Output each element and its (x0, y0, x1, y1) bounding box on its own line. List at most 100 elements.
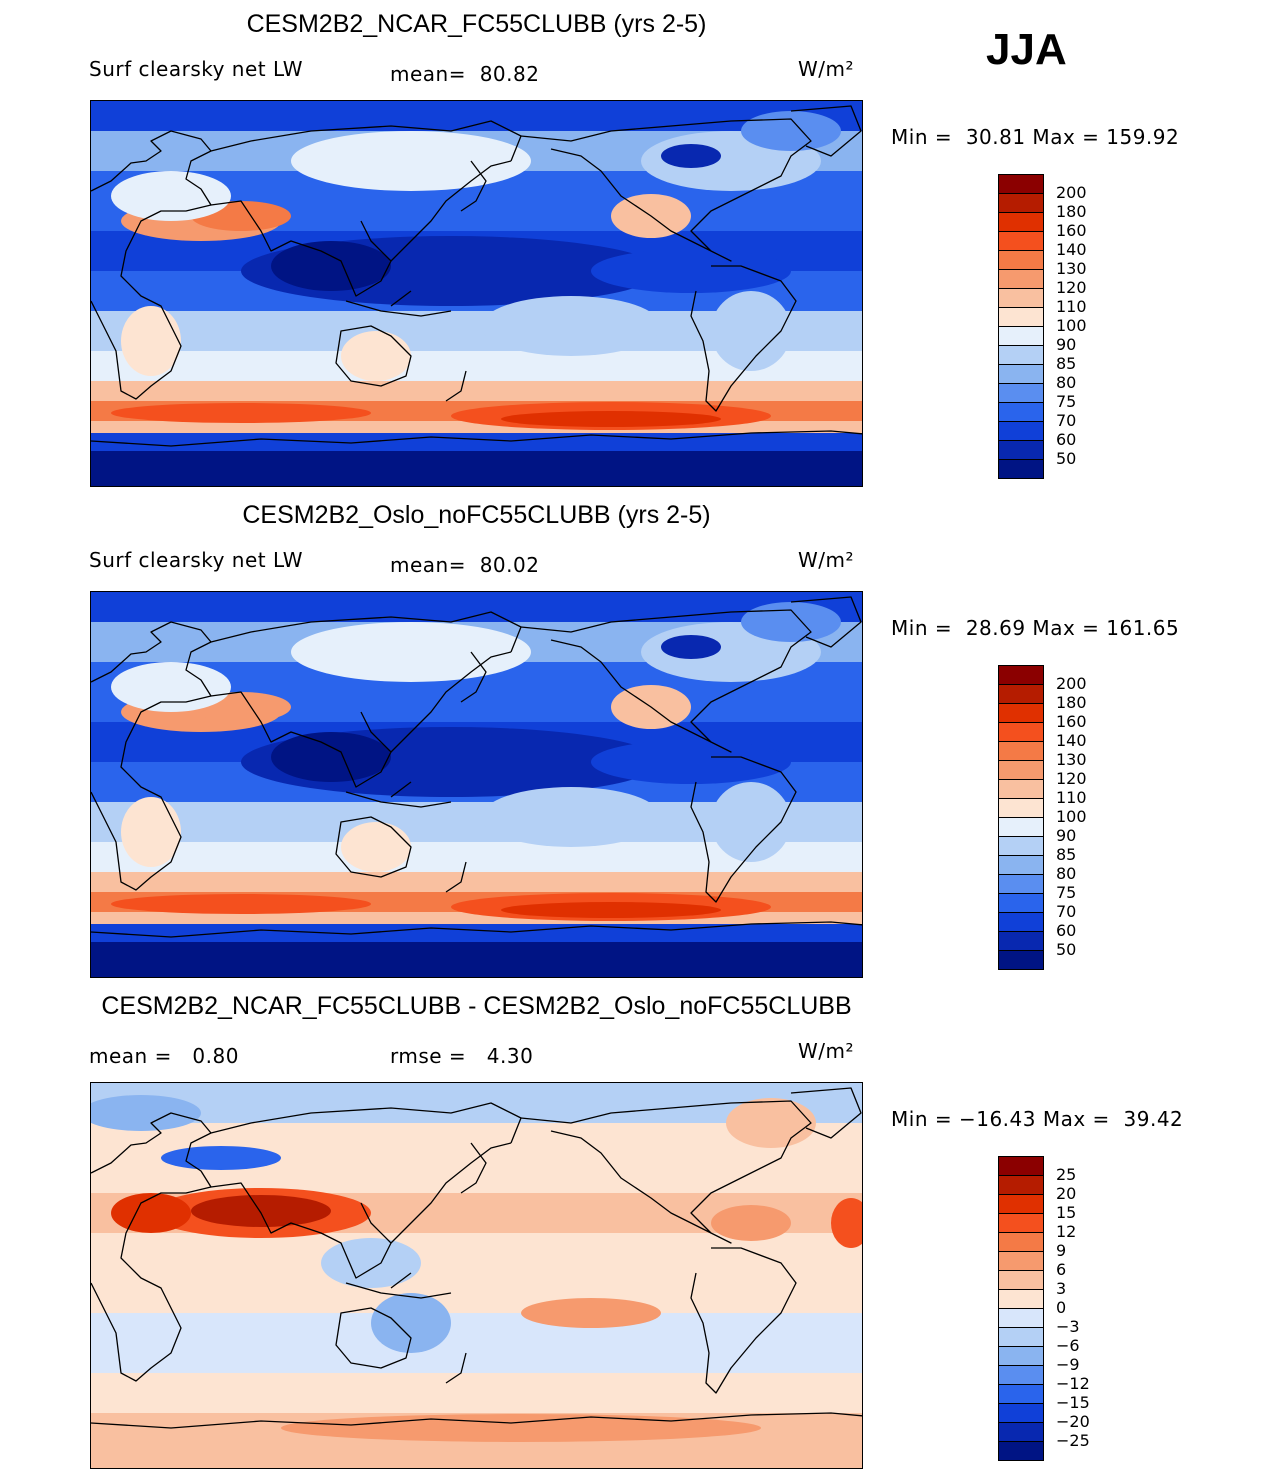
colorbar-label: 12 (1056, 1222, 1077, 1241)
colorbar-swatch (998, 684, 1044, 704)
panel-1-minmax: Min = 30.81 Max = 159.92 (891, 125, 1180, 149)
colorbar-swatch (998, 440, 1044, 460)
colorbar-label: −15 (1056, 1393, 1090, 1412)
colorbar-label: 90 (1056, 335, 1077, 354)
colorbar-label: 130 (1056, 750, 1087, 769)
colorbar-label: 60 (1056, 921, 1077, 940)
colorbar-swatch (998, 459, 1044, 479)
panel-2-colorbar (998, 665, 1044, 970)
colorbar-swatch (998, 307, 1044, 327)
colorbar-label: 80 (1056, 864, 1077, 883)
colorbar-label: 90 (1056, 826, 1077, 845)
colorbar-swatch (998, 288, 1044, 308)
colorbar-swatch (998, 1156, 1044, 1176)
colorbar-label: 110 (1056, 788, 1087, 807)
colorbar-swatch (998, 326, 1044, 346)
colorbar-swatch (998, 212, 1044, 232)
coastlines (91, 1087, 862, 1429)
colorbar-label: −12 (1056, 1374, 1090, 1393)
colorbar-swatch (998, 421, 1044, 441)
colorbar-label: 15 (1056, 1203, 1077, 1222)
panel-3-units: W/m² (798, 1039, 855, 1063)
colorbar-label: 25 (1056, 1165, 1077, 1184)
colorbar-label: −20 (1056, 1412, 1090, 1431)
colorbar-swatch (998, 1289, 1044, 1309)
colorbar-label: 140 (1056, 731, 1087, 750)
colorbar-swatch (998, 364, 1044, 384)
panel-3-minmax: Min = −16.43 Max = 39.42 (891, 1107, 1184, 1131)
colorbar-swatch (998, 722, 1044, 742)
colorbar-swatch (998, 741, 1044, 761)
colorbar-label: −25 (1056, 1431, 1090, 1450)
colorbar-swatch (998, 665, 1044, 685)
colorbar-swatch (998, 1175, 1044, 1195)
colorbar-swatch (998, 779, 1044, 799)
panel-1-units: W/m² (798, 57, 855, 81)
colorbar-swatch (998, 383, 1044, 403)
colorbar-label: 20 (1056, 1184, 1077, 1203)
colorbar-swatch (998, 1251, 1044, 1271)
colorbar-label: 75 (1056, 392, 1077, 411)
colorbar-swatch (998, 760, 1044, 780)
colorbar-label: 6 (1056, 1260, 1067, 1279)
colorbar-label: 60 (1056, 430, 1077, 449)
colorbar-swatch (998, 950, 1044, 970)
colorbar-swatch (998, 1365, 1044, 1385)
colorbar-label: 9 (1056, 1241, 1067, 1260)
colorbar-swatch (998, 931, 1044, 951)
panel-2-map-field (91, 592, 862, 977)
colorbar-swatch (998, 193, 1044, 213)
colorbar-swatch (998, 402, 1044, 422)
colorbar-label: 80 (1056, 373, 1077, 392)
colorbar-swatch (998, 1270, 1044, 1290)
colorbar-label: 120 (1056, 278, 1087, 297)
colorbar-swatch (998, 1213, 1044, 1233)
colorbar-label: 3 (1056, 1279, 1067, 1298)
colorbar-swatch (998, 817, 1044, 837)
colorbar-swatch (998, 1327, 1044, 1347)
colorbar-label: 85 (1056, 354, 1077, 373)
colorbar-label: 70 (1056, 411, 1077, 430)
coastlines (91, 105, 862, 447)
panel-3-map (90, 1082, 863, 1469)
colorbar-swatch (998, 1308, 1044, 1328)
colorbar-label: 50 (1056, 449, 1077, 468)
panel-3-colorbar (998, 1156, 1044, 1461)
panel-1-variable-label: Surf clearsky net LW (89, 57, 304, 81)
colorbar-swatch (998, 855, 1044, 875)
colorbar-label: 200 (1056, 183, 1087, 202)
colorbar-swatch (998, 174, 1044, 194)
colorbar-swatch (998, 1441, 1044, 1461)
panel-3-title: CESM2B2_NCAR_FC55CLUBB - CESM2B2_Oslo_no… (101, 992, 852, 1020)
colorbar-swatch (998, 250, 1044, 270)
panel-2-mean: mean= 80.02 (390, 553, 540, 577)
colorbar-label: 75 (1056, 883, 1077, 902)
colorbar-swatch (998, 1232, 1044, 1252)
panel-1-title: CESM2B2_NCAR_FC55CLUBB (yrs 2-5) (246, 10, 707, 38)
panel-2-minmax: Min = 28.69 Max = 161.65 (891, 616, 1180, 640)
colorbar-label: −3 (1056, 1317, 1080, 1336)
colorbar-label: 120 (1056, 769, 1087, 788)
colorbar-label: 50 (1056, 940, 1077, 959)
panel-1-mean: mean= 80.82 (390, 62, 540, 86)
colorbar-swatch (998, 345, 1044, 365)
panel-3-mean: mean = 0.80 (89, 1044, 239, 1068)
colorbar-swatch (998, 231, 1044, 251)
colorbar-label: 180 (1056, 202, 1087, 221)
colorbar-swatch (998, 912, 1044, 932)
colorbar-swatch (998, 1194, 1044, 1214)
colorbar-label: 180 (1056, 693, 1087, 712)
colorbar-label: 85 (1056, 845, 1077, 864)
colorbar-swatch (998, 836, 1044, 856)
colorbar-label: 160 (1056, 712, 1087, 731)
colorbar-label: 100 (1056, 807, 1087, 826)
panel-1-map-field (91, 101, 862, 486)
panel-3-map-field (91, 1083, 862, 1468)
colorbar-swatch (998, 269, 1044, 289)
colorbar-label: 0 (1056, 1298, 1067, 1317)
panel-3-rmse: rmse = 4.30 (390, 1044, 534, 1068)
colorbar-swatch (998, 1403, 1044, 1423)
colorbar-label: 200 (1056, 674, 1087, 693)
panel-2-title: CESM2B2_Oslo_noFC55CLUBB (yrs 2-5) (242, 501, 711, 529)
colorbar-swatch (998, 874, 1044, 894)
